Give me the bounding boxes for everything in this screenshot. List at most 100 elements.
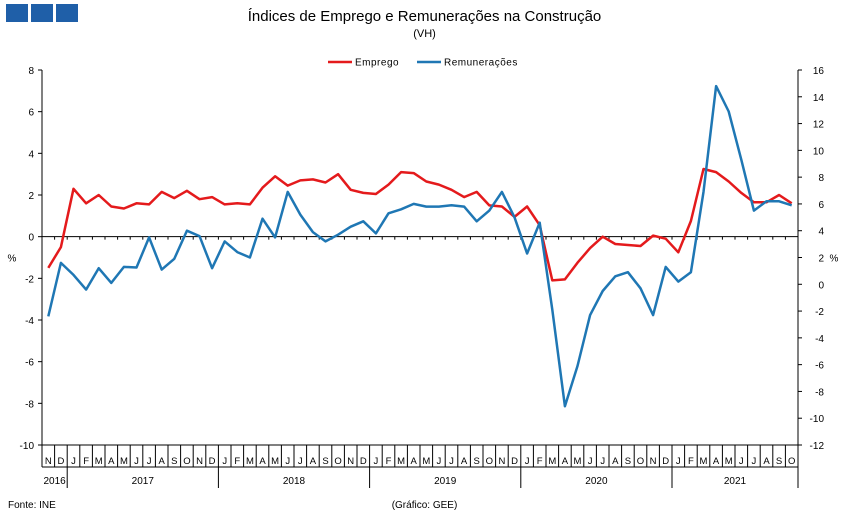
month-label: J xyxy=(752,456,757,467)
month-label: M xyxy=(120,456,128,467)
left-tick-label: 8 xyxy=(28,66,34,77)
left-tick-label: -10 xyxy=(20,441,35,452)
right-tick-label: -2 xyxy=(815,307,824,318)
month-label: J xyxy=(739,456,744,467)
right-tick-label: -8 xyxy=(815,387,824,398)
year-label: 2020 xyxy=(585,476,608,487)
year-label: 2016 xyxy=(43,476,66,487)
month-label: N xyxy=(196,456,203,467)
left-tick-label: 4 xyxy=(28,149,34,160)
month-label: M xyxy=(574,456,582,467)
month-label: D xyxy=(360,456,367,467)
month-label: M xyxy=(95,456,103,467)
month-label: A xyxy=(461,456,468,467)
month-label: F xyxy=(386,456,392,467)
chart-subtitle: (VH) xyxy=(413,28,436,40)
logo-block xyxy=(56,4,78,22)
month-label: J xyxy=(449,456,454,467)
left-tick-label: -4 xyxy=(25,316,34,327)
month-label: A xyxy=(763,456,770,467)
month-label: N xyxy=(498,456,505,467)
right-tick-label: 2 xyxy=(818,254,824,265)
left-tick-label: 2 xyxy=(28,191,34,202)
right-tick-label: 6 xyxy=(818,200,824,211)
month-label: N xyxy=(347,456,354,467)
month-label: M xyxy=(548,456,556,467)
month-label: J xyxy=(437,456,442,467)
month-label: S xyxy=(625,456,631,467)
month-label: N xyxy=(45,456,52,467)
month-label: J xyxy=(147,456,152,467)
month-label: O xyxy=(486,456,493,467)
right-tick-label: -6 xyxy=(815,361,824,372)
month-label: A xyxy=(713,456,720,467)
right-tick-label: -10 xyxy=(810,414,825,425)
month-label: F xyxy=(234,456,240,467)
month-label: A xyxy=(411,456,418,467)
year-label: 2021 xyxy=(724,476,747,487)
right-axis-label: % xyxy=(830,254,839,265)
left-tick-label: -6 xyxy=(25,358,34,369)
legend-label: Remunerações xyxy=(444,58,518,69)
series-line-emprego xyxy=(47,167,793,282)
series-line-remuneracoes xyxy=(47,84,793,408)
month-label: M xyxy=(397,456,405,467)
month-label: J xyxy=(676,456,681,467)
month-label: D xyxy=(662,456,669,467)
month-label: D xyxy=(209,456,216,467)
month-label: J xyxy=(71,456,76,467)
left-axis-label: % xyxy=(8,254,17,265)
month-label: N xyxy=(650,456,657,467)
right-tick-label: 10 xyxy=(813,146,825,157)
month-label: J xyxy=(134,456,139,467)
month-label: M xyxy=(725,456,733,467)
month-label: O xyxy=(637,456,644,467)
logo-block xyxy=(6,4,28,22)
left-tick-label: 6 xyxy=(28,108,34,119)
right-tick-label: 4 xyxy=(818,227,824,238)
right-tick-label: 14 xyxy=(813,93,825,104)
left-tick-label: -2 xyxy=(25,274,34,285)
right-tick-label: -12 xyxy=(810,441,825,452)
month-label: A xyxy=(108,456,115,467)
left-tick-label: 0 xyxy=(28,233,34,244)
month-label: J xyxy=(298,456,303,467)
month-label: S xyxy=(776,456,782,467)
chart-credit: (Gráfico: GEE) xyxy=(391,500,458,511)
month-label: S xyxy=(322,456,328,467)
month-label: F xyxy=(537,456,543,467)
month-label: F xyxy=(83,456,89,467)
month-label: O xyxy=(183,456,190,467)
right-tick-label: 0 xyxy=(818,280,824,291)
legend-label: Emprego xyxy=(355,58,399,69)
logo xyxy=(6,4,78,22)
month-label: M xyxy=(422,456,430,467)
month-label: D xyxy=(511,456,518,467)
right-tick-label: 8 xyxy=(818,173,824,184)
month-label: A xyxy=(562,456,569,467)
month-label: A xyxy=(259,456,266,467)
month-label: A xyxy=(612,456,619,467)
month-label: A xyxy=(159,456,166,467)
year-label: 2019 xyxy=(434,476,457,487)
month-label: S xyxy=(171,456,177,467)
year-label: 2017 xyxy=(132,476,155,487)
month-label: J xyxy=(285,456,290,467)
right-tick-label: -4 xyxy=(815,334,824,345)
month-label: M xyxy=(246,456,254,467)
month-label: F xyxy=(688,456,694,467)
logo-block xyxy=(31,4,53,22)
right-tick-label: 16 xyxy=(813,66,825,77)
source-note: Fonte: INE xyxy=(8,500,56,511)
month-label: J xyxy=(600,456,605,467)
month-label: J xyxy=(374,456,379,467)
chart-title: Índices de Emprego e Remunerações na Con… xyxy=(247,8,602,25)
month-label: O xyxy=(334,456,341,467)
left-tick-label: -8 xyxy=(25,399,34,410)
month-label: J xyxy=(588,456,593,467)
month-label: J xyxy=(222,456,227,467)
month-label: D xyxy=(57,456,64,467)
month-label: J xyxy=(525,456,530,467)
month-label: A xyxy=(310,456,317,467)
